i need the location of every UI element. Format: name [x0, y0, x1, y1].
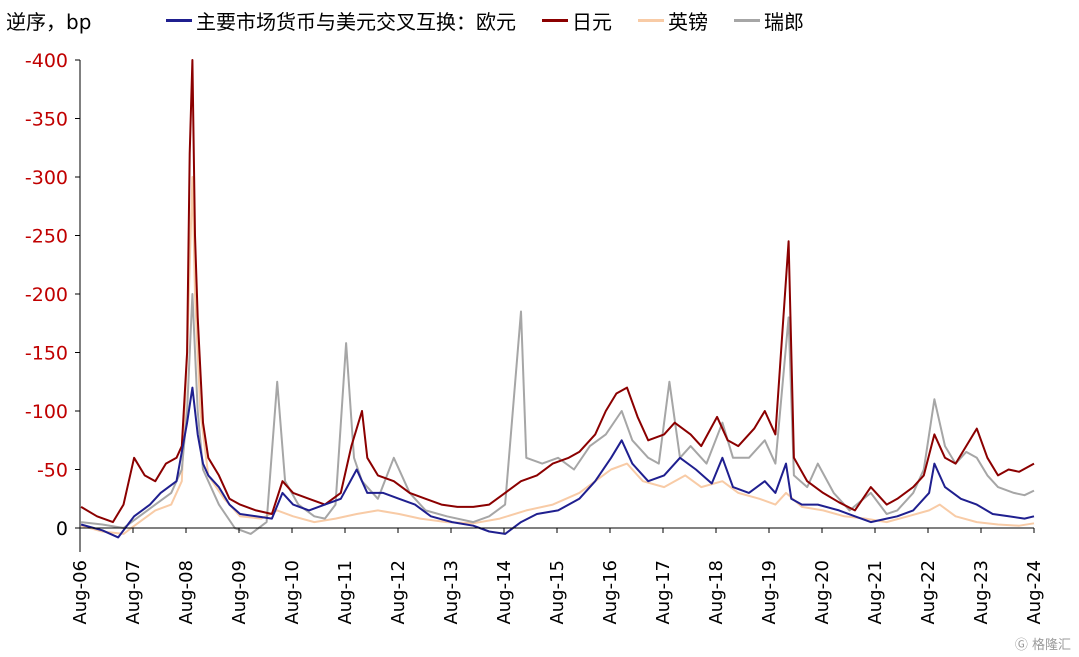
x-tick-label: Aug-10 — [282, 560, 303, 625]
x-tick-label: Aug-18 — [706, 560, 727, 625]
x-tick-label: Aug-23 — [971, 560, 992, 625]
x-tick-label: Aug-11 — [335, 560, 356, 625]
legend-item-chf: 瑞郎 — [734, 6, 804, 35]
x-tick-label: Aug-22 — [918, 560, 939, 625]
watermark-icon: Ⓖ — [1014, 638, 1028, 653]
legend-item-jpy: 日元 — [542, 6, 612, 35]
x-tick-label: Aug-24 — [1024, 560, 1045, 625]
x-tick-label: Aug-14 — [494, 560, 515, 625]
series-line-gbp — [80, 176, 1035, 535]
watermark-logo: Ⓖ 格隆汇 — [1015, 634, 1071, 653]
x-tick-label: Aug-20 — [812, 560, 833, 625]
series-line-jpy — [80, 59, 1035, 524]
y-tick-label: -350 — [25, 109, 68, 131]
y-tick-label: 0 — [56, 518, 68, 540]
x-tick-label: Aug-12 — [388, 560, 409, 625]
legend: 主要市场货币与美元交叉互换：欧元 日元 英镑 瑞郎 — [166, 6, 830, 35]
legend-swatch-eur — [166, 19, 192, 22]
x-tick-label: Aug-21 — [865, 560, 886, 625]
legend-swatch-jpy — [542, 19, 568, 22]
x-tick-label: Aug-13 — [441, 560, 462, 625]
y-tick-label: -400 — [25, 50, 68, 72]
series-line-eur — [80, 386, 1035, 539]
y-tick-label: -150 — [25, 343, 68, 365]
legend-label-chf: 瑞郎 — [764, 10, 804, 34]
legend-item-gbp: 英镑 — [638, 6, 708, 35]
x-tick-label: Aug-06 — [70, 560, 91, 625]
y-tick-label: -300 — [25, 167, 68, 189]
y-tick-label: -250 — [25, 226, 68, 248]
legend-label-gbp: 英镑 — [668, 10, 708, 34]
legend-label-eur: 主要市场货币与美元交叉互换：欧元 — [196, 10, 516, 34]
legend-label-jpy: 日元 — [572, 10, 612, 34]
x-tick-label: Aug-17 — [653, 560, 674, 625]
legend-swatch-chf — [734, 19, 760, 22]
y-tick-label: -200 — [25, 284, 68, 306]
legend-item-eur: 主要市场货币与美元交叉互换：欧元 — [166, 6, 516, 35]
legend-swatch-gbp — [638, 19, 664, 22]
y-tick-label: -50 — [37, 460, 68, 482]
y-tick-label: -100 — [25, 401, 68, 423]
x-tick-label: Aug-07 — [123, 560, 144, 625]
series-lines — [80, 59, 1035, 539]
y-axis-label: 逆序，bp — [6, 10, 92, 34]
x-tick-label: Aug-09 — [229, 560, 250, 625]
x-tick-label: Aug-15 — [547, 560, 568, 625]
watermark-text: 格隆汇 — [1031, 638, 1071, 653]
x-tick-label: Aug-19 — [759, 560, 780, 625]
x-tick-label: Aug-16 — [600, 560, 621, 625]
x-tick-label: Aug-08 — [176, 560, 197, 625]
